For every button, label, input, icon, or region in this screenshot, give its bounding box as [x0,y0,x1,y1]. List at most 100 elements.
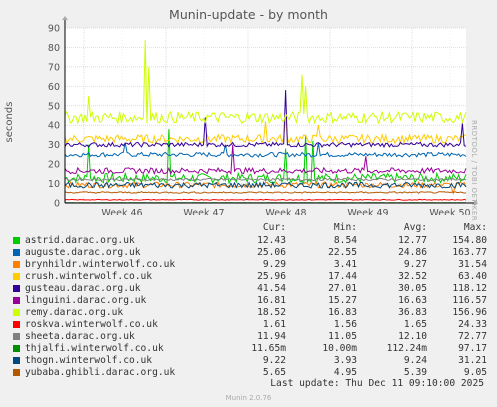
legend-avg-value: 112.24m [386,343,427,354]
legend-max-value: 163.77 [452,247,487,258]
legend-series-name: astrid.darac.org.uk [25,235,135,246]
legend-min-value: 27.01 [328,283,357,294]
legend-swatch [13,261,20,268]
legend-min-value: 22.55 [328,247,357,258]
legend-max-value: 24.33 [458,319,487,330]
legend-avg-value: 36.83 [398,307,427,318]
legend-swatch [13,285,20,292]
legend-header-min: Min: [333,222,357,233]
legend-min-value: 10.00m [322,343,357,354]
munin-version: Munin 2.0.76 [225,394,272,402]
legend-max-value: 97.17 [458,343,487,354]
legend-swatch [13,309,20,316]
legend-cur-value: 16.81 [257,295,286,306]
legend-max-value: 156.96 [452,307,487,318]
legend-series-name: linguini.darac.org.uk [25,295,147,306]
legend-header-cur: Cur: [262,222,286,233]
y-tick-label: 10 [48,179,60,190]
legend-series-name: thjalfi.winterwolf.co.uk [25,343,164,354]
series-line [64,191,467,194]
legend-header-avg: Avg: [403,222,427,233]
legend-min-value: 3.41 [333,259,357,270]
legend-series-name: thogn.winterwolf.co.uk [25,355,153,366]
legend-avg-value: 1.65 [403,319,427,330]
series-line [64,39,467,125]
legend-cur-value: 25.06 [257,247,286,258]
legend-cur-value: 41.54 [257,283,286,294]
legend-min-value: 3.93 [333,355,357,366]
legend-row: yubaba.ghibli.darac.org.uk 5.65 4.95 5.39 9.… [13,367,488,379]
legend-header-max: Max: [463,222,487,233]
legend-min-value: 1.56 [333,319,357,330]
legend-avg-value: 9.24 [403,355,427,366]
legend-cur-value: 25.96 [257,271,286,282]
legend-swatch [13,237,20,244]
legend-max-value: 116.57 [452,295,487,306]
legend-avg-value: 16.63 [398,295,427,306]
legend-avg-value: 9.27 [403,259,427,270]
legend-series-name: yubaba.ghibli.darac.org.uk [25,367,176,378]
legend-max-value: 63.40 [458,271,487,282]
legend-min-value: 17.44 [328,271,357,282]
legend-cur-value: 9.29 [262,259,286,270]
x-tick-label: Week 48 [265,208,306,215]
y-tick-label: 80 [48,43,60,54]
y-tick-label: 90 [48,24,60,35]
legend-avg-value: 12.77 [398,235,427,246]
y-tick-label: 0 [54,199,60,210]
legend-cur-value: 5.65 [262,367,286,378]
y-tick-label: 30 [48,140,60,151]
y-tick-label: 50 [48,101,60,112]
legend-swatch [13,333,20,340]
legend-min-value: 11.05 [328,331,357,342]
legend-row: auguste.darac.org.uk 25.06 22.55 24.86 163.7… [13,247,488,259]
legend-swatch [13,345,20,352]
legend-swatch [13,273,20,280]
legend-row: thogn.winterwolf.co.uk 9.22 3.93 9.24 31.21 [13,355,488,367]
legend-swatch [13,369,20,376]
y-tick-label: 70 [48,62,60,73]
legend-min-value: 15.27 [328,295,357,306]
series-line [64,90,467,148]
legend-min-value: 8.54 [333,235,357,246]
legend-cur-value: 9.22 [262,355,286,366]
series-line [64,142,467,158]
legend-swatch [13,357,20,364]
legend-max-value: 31.54 [458,259,487,270]
legend-max-value: 118.12 [452,283,487,294]
legend-series-name: sheeta.darac.org.uk [25,331,135,342]
legend-row: brynhildr.winterwolf.co.uk 9.29 3.41 9.27 31… [13,259,488,271]
legend-cur-value: 12.43 [257,235,286,246]
series-line [64,144,467,176]
legend-min-value: 4.95 [333,367,357,378]
y-tick-label: 40 [48,121,60,132]
legend-avg-value: 24.86 [398,247,427,258]
chart-plot: 0 10 20 30 40 50 60 70 80 90 Week 46 Week 47 Week 48… [48,16,478,215]
x-tick-label: Week 47 [183,208,224,215]
legend-series-name: roskva.winterwolf.co.uk [25,319,158,330]
y-axis-arrow [62,16,68,20]
legend-row: linguini.darac.org.uk 16.81 15.27 16.63 116.… [13,295,488,307]
series-line [64,117,467,145]
legend-row: roskva.winterwolf.co.uk 1.61 1.56 1.65 24.33 [13,319,488,331]
y-tick-label: 20 [48,160,60,171]
legend-swatch [13,297,20,304]
legend-series-name: brynhildr.winterwolf.co.uk [25,259,176,270]
legend-max-value: 31.21 [458,355,487,366]
legend-series-name: auguste.darac.org.uk [25,247,141,258]
legend-min-value: 16.83 [328,307,357,318]
legend-row: thjalfi.winterwolf.co.uk 11.65m 10.00m 112.… [13,343,488,355]
legend-cur-value: 11.94 [257,331,286,342]
legend-max-value: 72.77 [458,331,487,342]
legend-avg-value: 5.39 [403,367,427,378]
legend-swatch [13,249,20,256]
legend-row: astrid.darac.org.uk 12.43 8.54 12.77 154.80 [13,235,488,247]
legend-avg-value: 32.52 [398,271,427,282]
legend-avg-value: 12.10 [398,331,427,342]
x-axis-arrow [474,200,478,206]
x-tick-label: Week 50 [429,208,470,215]
last-update: Last update: Thu Dec 11 09:10:00 2025 [270,378,484,389]
legend-series-name: crush.winterwolf.co.uk [25,271,153,282]
legend-row: crush.winterwolf.co.uk 25.96 17.44 32.52 63.… [13,271,488,283]
legend-series-name: remy.darac.org.uk [25,307,124,318]
